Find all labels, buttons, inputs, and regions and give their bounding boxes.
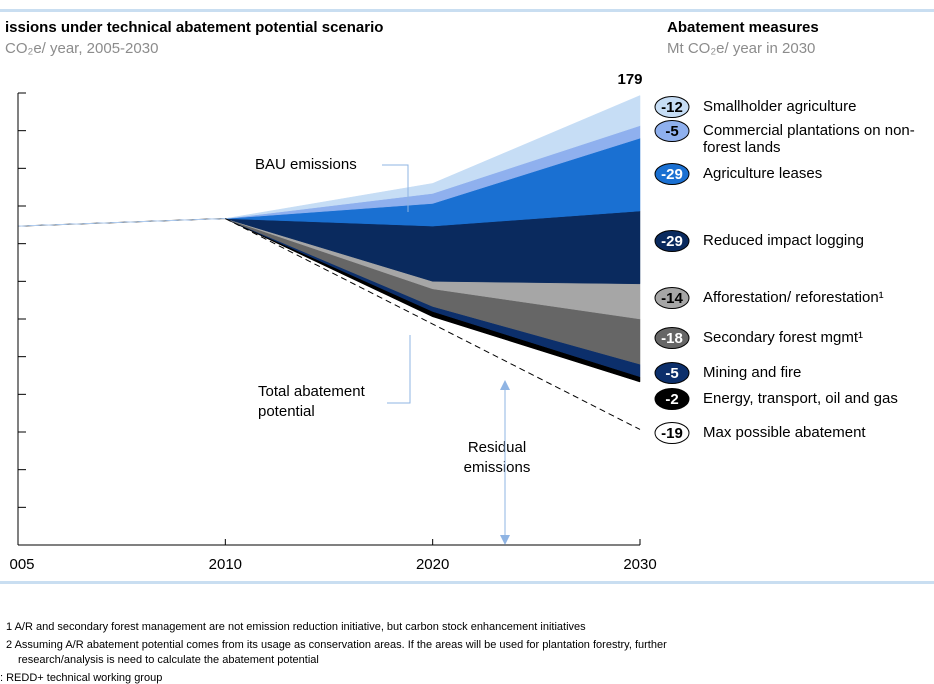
arrow-head (500, 380, 510, 390)
legend-value: -12 (661, 99, 683, 116)
bottom-rule (0, 581, 934, 584)
annotation: BAU emissions (255, 156, 357, 173)
total-label: 179 (617, 71, 642, 88)
legend-label: Afforestation/ reforestation¹ (703, 289, 884, 306)
max-abatement-line (225, 218, 641, 430)
chart-subtitle: CO₂e/ year, 2005-2030 (5, 40, 158, 57)
legend-label: Smallholder agriculture (703, 98, 857, 115)
footnote: research/analysis is need to calculate t… (18, 654, 319, 666)
legend-label: Energy, transport, oil and gas (703, 390, 898, 407)
legend-badge (654, 362, 690, 384)
area (17, 95, 641, 227)
legend-value: -18 (661, 330, 683, 347)
legend-value: -2 (665, 391, 678, 408)
legend-badge (654, 388, 690, 410)
chart-title: issions under technical abatement potent… (5, 19, 383, 36)
leader-line (382, 164, 409, 212)
annotation: potential (258, 403, 315, 420)
legend-badge (654, 120, 690, 142)
legend-badge (654, 96, 690, 118)
legend-badge (654, 422, 690, 444)
annotation: emissions (464, 459, 531, 476)
legend-value: -19 (661, 425, 683, 442)
legend-label: Agriculture leases (703, 165, 823, 182)
legend-value: -29 (661, 233, 683, 250)
footnote: 2 Assuming A/R abatement potential comes… (6, 639, 667, 651)
legend-badge (654, 287, 690, 309)
area (18, 218, 640, 546)
footnote: : REDD+ technical working group (0, 672, 163, 684)
legend-value: -14 (661, 290, 683, 307)
legend-title: Abatement measures (667, 19, 819, 36)
x-tick-label: 2010 (209, 556, 242, 573)
legend-badge (654, 230, 690, 252)
legend-label: Secondary forest mgmt¹ (703, 329, 864, 346)
x-tick-label: 2020 (416, 556, 449, 573)
legend-subtitle: Mt CO₂e/ year in 2030 (667, 40, 815, 57)
top-rule (0, 9, 934, 12)
legend-badge (654, 327, 690, 349)
legend-label: Reduced impact logging (703, 232, 864, 249)
leader-line (387, 335, 411, 404)
legend-value: -5 (665, 123, 678, 140)
legend-label: Max possible abatement (703, 424, 866, 441)
legend-value: -29 (661, 166, 683, 183)
arrow-head (500, 535, 510, 545)
x-tick-label: 005 (9, 556, 34, 573)
legend-value: -5 (665, 365, 678, 382)
annotation: Residual (468, 439, 526, 456)
footnote: 1 A/R and secondary forest management ar… (6, 621, 586, 633)
legend-label: Mining and fire (703, 364, 802, 381)
annotation: Total abatement (258, 383, 366, 400)
legend-badge (654, 163, 690, 185)
legend-label: Commercial plantations on non-forest lan… (703, 122, 915, 156)
x-tick-label: 2030 (623, 556, 656, 573)
